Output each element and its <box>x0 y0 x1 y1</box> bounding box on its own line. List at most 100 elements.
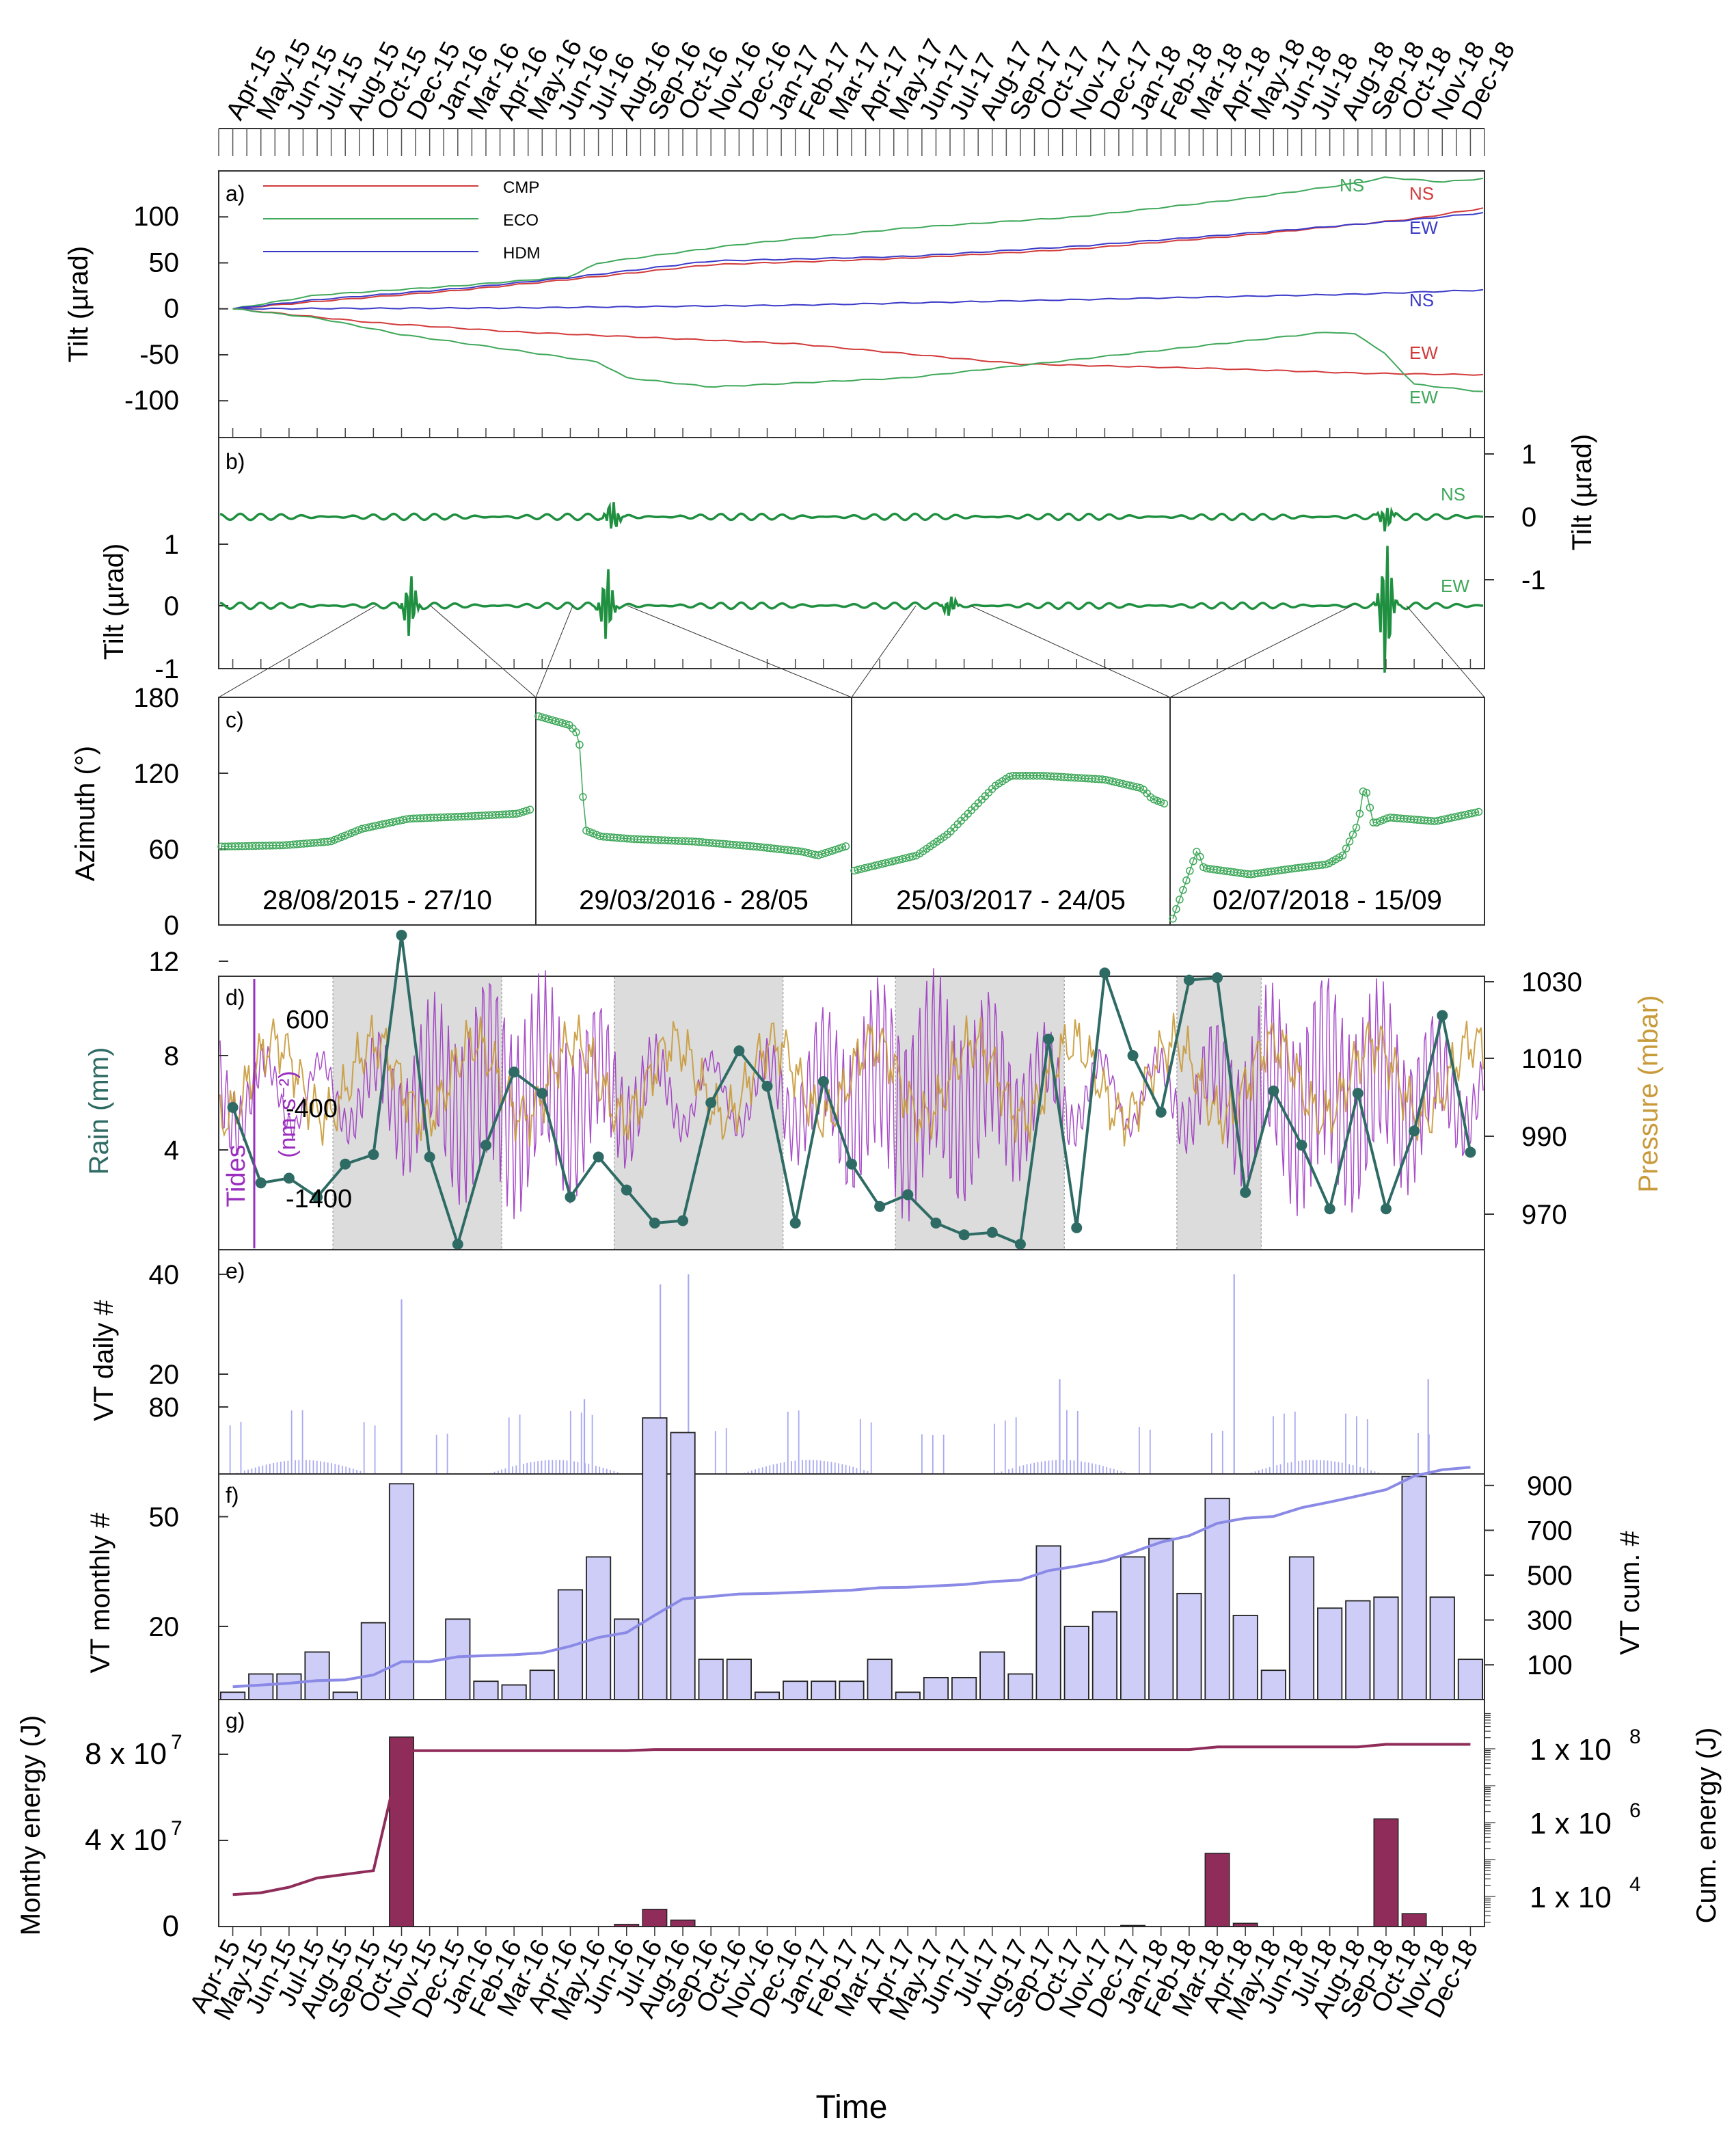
rain-point <box>1465 1146 1476 1158</box>
panel-d-letter: d) <box>226 985 245 1010</box>
panel-g-letter: g) <box>226 1708 245 1733</box>
energy-bar <box>670 1919 696 1927</box>
panel-b-ytick-right: 1 <box>1521 440 1536 470</box>
panel-c-point <box>1172 905 1180 913</box>
rain-point <box>537 1088 548 1099</box>
pressure-trace <box>219 1012 1484 1147</box>
panel-c-line <box>538 716 846 856</box>
panel-a-ytick-label: 100 <box>133 202 179 232</box>
panel-c-point <box>572 728 580 736</box>
rain-point <box>565 1192 576 1203</box>
vt-monthly-bar <box>698 1659 724 1700</box>
panel-e-ytick-label: 40 <box>149 1260 180 1290</box>
rain-point <box>1324 1203 1335 1215</box>
zoom-connector <box>1169 605 1353 698</box>
panel-c-point <box>1160 799 1169 808</box>
rain-point <box>1155 1106 1167 1118</box>
rain-point <box>649 1217 660 1229</box>
panel-c-point <box>908 852 917 861</box>
panel-c-point <box>1150 795 1158 804</box>
rain-point <box>1014 1239 1026 1250</box>
panel-g-ytick-right-exponent: 8 <box>1629 1726 1641 1748</box>
tide-tick-label: -400 <box>286 1095 338 1123</box>
panel-c-point <box>1379 816 1388 824</box>
rain-point <box>1380 1203 1392 1215</box>
vt-monthly-bar <box>1260 1669 1286 1700</box>
legend-label: HDM <box>503 244 541 263</box>
panel-c-point <box>1133 783 1141 792</box>
rain-point <box>817 1075 829 1087</box>
panel-a-series <box>232 289 1484 310</box>
panel-c-point <box>1176 896 1184 904</box>
panel-a-ylabel: Tilt (µrad) <box>64 246 94 362</box>
panel-b-ytick-right: 0 <box>1521 502 1536 533</box>
panel-a-series <box>232 207 1484 310</box>
vt-monthly-bar <box>1120 1556 1146 1700</box>
vt-monthly-bar <box>895 1691 921 1700</box>
series-label: NS <box>1409 290 1434 310</box>
rain-point <box>874 1200 886 1212</box>
panel-f-ytick-label: 50 <box>149 1503 180 1533</box>
vt-monthly-bar <box>332 1691 358 1700</box>
series-label: NS <box>1409 183 1434 204</box>
panel-c-ylabel: Azimuth (°) <box>70 746 100 881</box>
rain-point <box>312 1192 323 1203</box>
panel-g-ytick-exponent: 7 <box>171 1731 182 1754</box>
panel-d-ytick-right: 1030 <box>1521 967 1582 997</box>
panel-c-point <box>835 844 843 853</box>
panel-c-letter: c) <box>226 708 244 732</box>
rain-point <box>227 1101 239 1113</box>
tides-unit: (nm·s⁻²) <box>275 1071 301 1157</box>
panel-c-point <box>1189 857 1197 866</box>
panel-g-ytick-right-exponent: 6 <box>1629 1799 1641 1822</box>
panel-c-point <box>814 851 823 859</box>
rain-point <box>958 1229 970 1241</box>
panel-d-ytick-right: 1010 <box>1521 1044 1582 1074</box>
rain-point <box>424 1151 435 1163</box>
vt-monthly-bar <box>839 1680 865 1700</box>
vt-monthly-bar <box>1148 1538 1174 1700</box>
panel-e-ytick-label: 20 <box>149 1360 180 1390</box>
panel-a-series <box>232 308 1483 376</box>
vt-monthly-bar <box>1373 1596 1399 1700</box>
panel-c-point <box>828 846 837 855</box>
panel-f-ytick-label: 80 <box>149 1393 180 1423</box>
energy-bar <box>1204 1853 1230 1927</box>
panel-b-trace <box>219 501 1484 532</box>
rain-point <box>1043 1033 1055 1045</box>
legend-label: CMP <box>503 178 539 197</box>
vt-monthly-bar <box>1007 1673 1033 1700</box>
panel-c-point <box>344 830 353 839</box>
panel-c-point <box>1342 844 1351 853</box>
vt-monthly-bar <box>1091 1611 1117 1700</box>
shaded-period <box>1176 976 1262 1250</box>
rain-point <box>508 1066 520 1078</box>
zoom-connector <box>430 605 537 698</box>
rain-point <box>368 1149 379 1160</box>
energy-bar <box>1373 1818 1399 1927</box>
panel-c-point <box>522 807 531 815</box>
vt-monthly-bar <box>360 1622 386 1700</box>
rain-point <box>705 1097 717 1108</box>
panel-c-point <box>824 848 833 856</box>
tides-label: Tides <box>222 1144 251 1207</box>
panel-c-point <box>1372 818 1381 827</box>
rain-point <box>1437 1010 1448 1021</box>
energy-bar <box>1120 1924 1146 1927</box>
panel-c-point <box>1153 796 1162 805</box>
panel-b-ytick-label: -1 <box>154 654 179 684</box>
panel-g-ylabel-right: Cum. energy (J) <box>1692 1728 1722 1924</box>
panel-c-point <box>337 833 346 842</box>
vt-monthly-bar <box>1176 1592 1202 1700</box>
panel-c-point <box>351 827 360 836</box>
rain-point <box>733 1045 745 1057</box>
rain-point <box>1099 967 1111 979</box>
rain-point <box>621 1184 632 1196</box>
tide-tick-label: 600 <box>286 1006 329 1034</box>
vt-monthly-bar <box>979 1651 1005 1700</box>
panel-c-point <box>1362 788 1371 797</box>
panel-c-point <box>1156 798 1165 807</box>
series-label: EW <box>1409 387 1438 407</box>
vt-monthly-bar <box>783 1680 809 1700</box>
panel-f-ytick-label: 20 <box>149 1612 180 1642</box>
